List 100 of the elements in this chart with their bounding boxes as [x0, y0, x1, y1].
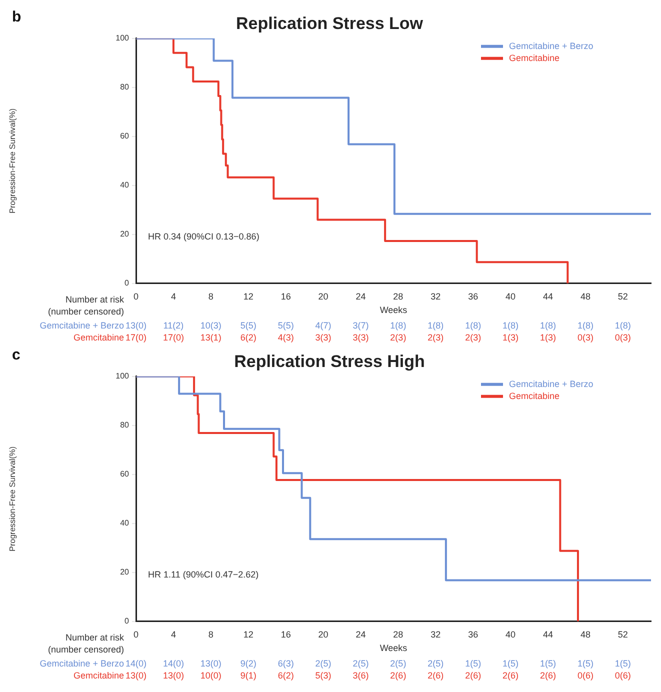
text: 3(6): [352, 670, 369, 680]
text: 2(3): [428, 332, 444, 342]
text: (number censored): [48, 306, 124, 316]
text: 3(7): [352, 320, 369, 330]
text: 2(5): [428, 658, 444, 668]
y-tick-label: 0: [124, 278, 130, 288]
text: 0(3): [577, 332, 594, 342]
text: 2(6): [465, 670, 482, 680]
text: 2(6): [502, 670, 519, 680]
text: Gemcitabine + Berzo: [40, 658, 124, 668]
x-tick-label: 0: [133, 629, 139, 640]
y-tick-label: 60: [120, 470, 130, 479]
x-tick-label: 32: [430, 291, 441, 302]
text: 2(6): [390, 670, 406, 680]
text: 6(2): [278, 670, 294, 680]
text: 9(1): [240, 670, 256, 680]
text: Number at risk: [65, 632, 124, 642]
text: 3(3): [352, 332, 369, 342]
text: 2(3): [465, 332, 482, 342]
legend-label: Gemcitabine: [509, 52, 560, 63]
annotation: HR 0.34 (90%CI 0.13−0.86): [148, 231, 260, 242]
annotation: HR 1.11 (90%CI 0.47−2.62): [148, 569, 259, 580]
x-tick-label: 8: [208, 291, 214, 302]
x-tick-label: 12: [243, 291, 254, 302]
x-tick-label: 20: [318, 629, 328, 640]
x-tick-label: 48: [580, 291, 590, 302]
x-tick-label: 0: [133, 291, 139, 302]
text: 3(3): [315, 332, 332, 342]
text: 13(0): [125, 320, 147, 330]
x-axis-title: Weeks: [380, 643, 408, 654]
text: 11(2): [163, 320, 184, 330]
x-tick-label: 16: [280, 629, 291, 640]
text: 13(0): [162, 670, 184, 680]
legend-label: Gemcitabine: [509, 390, 560, 401]
x-tick-label: 40: [506, 629, 516, 640]
x-axis-title: Weeks: [380, 305, 408, 316]
text: Gemcitabine: [73, 332, 124, 342]
legend-label: Gemcitabine + Berzo: [509, 40, 594, 51]
text: 1(8): [390, 320, 406, 330]
y-tick-label: 20: [120, 230, 130, 239]
x-tick-label: 28: [393, 291, 404, 302]
text: 1(5): [502, 658, 519, 668]
x-tick-label: 4: [170, 291, 176, 302]
text: 0(6): [614, 670, 631, 680]
x-tick-label: 12: [243, 629, 254, 640]
text: 1(3): [502, 332, 519, 342]
text: 9(2): [240, 658, 256, 668]
text: 1(5): [465, 658, 482, 668]
text: 1(8): [428, 320, 444, 330]
text: 1(8): [577, 320, 594, 330]
text: 2(3): [390, 332, 406, 342]
text: 6(2): [240, 332, 256, 342]
text: 4(3): [278, 332, 294, 342]
text: 1(5): [614, 658, 631, 668]
x-tick-label: 28: [393, 629, 404, 640]
legend-label: Gemcitabine + Berzo: [509, 378, 594, 389]
x-tick-label: 24: [356, 629, 366, 640]
chart-title: Replication Stress High: [234, 352, 425, 371]
text: 1(8): [502, 320, 519, 330]
y-axis-title: Progression-Free Survival(%): [8, 446, 18, 552]
text: 2(5): [390, 658, 406, 668]
text: 4(7): [315, 320, 332, 330]
text: 14(0): [125, 658, 147, 668]
text: 2(5): [352, 658, 369, 668]
text: 5(5): [278, 320, 294, 330]
x-tick-label: 8: [208, 629, 214, 640]
y-tick-label: 60: [120, 132, 130, 141]
y-tick-label: 0: [124, 616, 130, 626]
x-tick-label: 24: [356, 291, 366, 302]
text: Number at risk: [65, 294, 124, 304]
y-tick-label: 100: [116, 34, 130, 43]
y-tick-label: 100: [116, 372, 130, 381]
text: 10(3): [200, 320, 222, 330]
text: 1(5): [577, 658, 594, 668]
text: 17(0): [125, 332, 147, 342]
text: (number censored): [48, 644, 124, 654]
x-tick-label: 4: [170, 629, 176, 640]
x-tick-label: 32: [430, 629, 441, 640]
text: 1(8): [465, 320, 482, 330]
x-tick-label: 36: [468, 291, 478, 302]
text: 2(6): [428, 670, 444, 680]
text: 2(5): [315, 658, 332, 668]
x-tick-label: 44: [542, 291, 554, 302]
text: b: [12, 8, 22, 26]
text: 13(0): [200, 658, 222, 668]
text: 6(3): [278, 658, 294, 668]
y-axis-title: Progression-Free Survival(%): [8, 108, 18, 214]
y-tick-label: 40: [120, 518, 130, 528]
x-tick-label: 20: [318, 291, 328, 302]
text: 10(0): [200, 670, 222, 680]
text: 17(0): [162, 332, 184, 342]
x-tick-label: 44: [542, 629, 554, 640]
x-tick-label: 48: [580, 629, 590, 640]
text: 1(8): [540, 320, 556, 330]
x-tick-label: 16: [280, 291, 291, 302]
y-tick-label: 20: [120, 568, 130, 577]
text: 1(3): [540, 332, 556, 342]
text: 2(6): [540, 670, 556, 680]
text: 0(3): [614, 332, 631, 342]
y-tick-label: 40: [120, 180, 130, 190]
